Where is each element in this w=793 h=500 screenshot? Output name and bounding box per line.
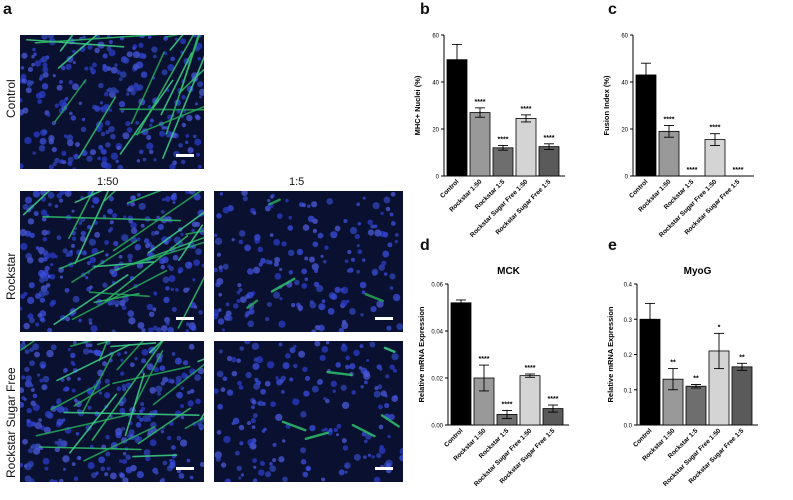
- panel-letter-a: a: [3, 1, 12, 18]
- bar: [731, 366, 753, 426]
- category-label: Control: [632, 427, 653, 448]
- micrograph-rockstar-sugar-free-1-50: [20, 341, 204, 482]
- significance-marker: ****: [687, 167, 698, 174]
- row-label-rockstar-sugar-free: Rockstar Sugar Free: [4, 367, 18, 478]
- significance-marker: ****: [664, 116, 675, 123]
- bar: [469, 112, 491, 177]
- panel-letter-e: e: [608, 237, 617, 254]
- y-tick-label: 0.1: [624, 388, 633, 394]
- scale-bar: [375, 467, 393, 470]
- panel-letter-c: c: [608, 1, 617, 18]
- significance-marker: ****: [733, 167, 744, 174]
- significance-marker: ****: [710, 125, 721, 132]
- bar: [635, 74, 657, 177]
- bar: [685, 385, 707, 426]
- panel-letter-d: d: [420, 237, 430, 254]
- category-label: Control: [439, 178, 460, 199]
- y-tick-label: 60: [432, 34, 439, 40]
- scale-bar: [375, 317, 393, 320]
- bar: [658, 130, 680, 177]
- significance-marker: ****: [502, 401, 513, 408]
- scale-bar: [176, 317, 194, 320]
- y-tick-label: 40: [621, 81, 628, 87]
- bar: [538, 146, 560, 177]
- y-tick-label: 20: [621, 128, 628, 134]
- panel-letter-b: b: [420, 1, 430, 18]
- chart-title: MyoG: [684, 266, 712, 277]
- y-tick-label: 0.2: [624, 353, 633, 359]
- bar: [515, 118, 537, 177]
- y-tick-label: 0.3: [624, 318, 633, 324]
- category-label: Control: [628, 178, 649, 199]
- y-tick-label: 20: [432, 128, 439, 134]
- y-tick-label: 0.00: [431, 424, 443, 430]
- micrograph-rockstar-1-50: [20, 191, 204, 332]
- chart-title: MCK: [497, 266, 521, 277]
- y-tick-label: 0: [436, 175, 440, 181]
- bar: [519, 375, 541, 426]
- y-axis-label: Fusion Index (%): [602, 75, 611, 136]
- chart-myog: MyoG 0.0 0.1 0.2 0.3 0.4 Relative mRNA Express…: [606, 266, 758, 488]
- significance-marker: ****: [525, 365, 536, 372]
- category-label: Control: [443, 427, 464, 448]
- y-tick-label: 0.4: [624, 283, 633, 289]
- scale-bar: [176, 467, 194, 470]
- y-tick-label: 0.06: [431, 283, 443, 289]
- significance-marker: ****: [475, 99, 486, 106]
- significance-marker: ****: [548, 396, 559, 403]
- y-tick-label: 0.0: [624, 424, 633, 430]
- micrograph-control: [20, 35, 204, 169]
- y-axis-label: Relative mRNA Expression: [606, 306, 615, 402]
- scale-bar: [176, 154, 194, 157]
- y-axis-label: MHC+ Nuclei (%): [413, 75, 422, 135]
- significance-marker: *: [718, 324, 721, 331]
- y-tick-label: 60: [621, 34, 628, 40]
- y-tick-label: 0.04: [431, 330, 443, 336]
- y-axis-label: Relative mRNA Expression: [417, 306, 426, 402]
- significance-marker: ****: [498, 136, 509, 143]
- col-label-1-5: 1:5: [289, 176, 305, 188]
- y-tick-label: 0.02: [431, 377, 443, 383]
- chart-mck: MCK 0.00 0.02 0.04 0.06 Relative mRNA Express…: [417, 266, 569, 488]
- micrograph-rockstar-sugar-free-1-5: [214, 341, 403, 482]
- micrograph-rockstar-1-5: [214, 191, 403, 332]
- bar: [492, 147, 514, 177]
- significance-marker: ****: [544, 135, 555, 142]
- col-label-1-50: 1:50: [97, 176, 119, 188]
- significance-marker: ****: [521, 106, 532, 113]
- bar: [450, 302, 472, 426]
- y-tick-label: 40: [432, 81, 439, 87]
- significance-marker: **: [670, 360, 676, 367]
- row-label-control: Control: [4, 79, 18, 118]
- bar: [446, 59, 468, 177]
- row-label-rockstar: Rockstar: [4, 252, 18, 300]
- significance-marker: ****: [479, 356, 490, 363]
- significance-marker: **: [739, 354, 745, 361]
- significance-marker: **: [693, 375, 699, 382]
- y-tick-label: 0: [625, 175, 629, 181]
